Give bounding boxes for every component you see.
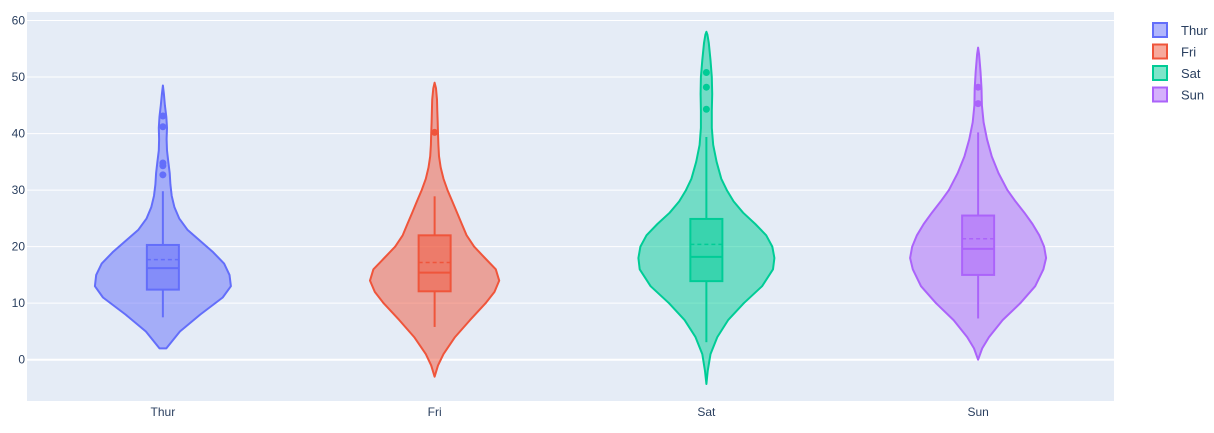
legend-swatch (1152, 65, 1168, 81)
legend-item-sun[interactable]: Sun (1152, 86, 1204, 103)
legend-item-fri[interactable]: Fri (1152, 43, 1196, 60)
legend-label: Thur (1181, 23, 1208, 38)
x-tick-label: Thur (151, 405, 176, 419)
legend-swatch (1152, 22, 1168, 38)
y-tick-label: 0 (18, 353, 25, 367)
outlier-point (702, 105, 710, 113)
outlier-point (159, 123, 167, 131)
y-axis-ticks: 0 10 20 30 40 50 60 (12, 13, 26, 366)
outlier-point (702, 68, 710, 76)
legend-swatch (1152, 86, 1168, 103)
violin-fri (369, 81, 501, 378)
outlier-point (159, 171, 167, 179)
box (689, 217, 724, 283)
x-tick-label: Sun (967, 405, 988, 419)
x-tick-label: Fri (428, 405, 442, 419)
x-axis-ticks: Thur Fri Sat Sun (151, 405, 989, 419)
y-tick-label: 40 (12, 127, 26, 141)
violin-sun (909, 46, 1048, 361)
legend-item-thur[interactable]: Thur (1152, 22, 1208, 38)
violin-thur (93, 84, 232, 350)
violin-sat (637, 30, 776, 385)
legend-item-sat[interactable]: Sat (1152, 65, 1201, 81)
y-tick-label: 10 (12, 296, 26, 310)
y-tick-label: 20 (12, 240, 26, 254)
box (417, 234, 452, 293)
outlier-point (974, 100, 982, 108)
y-tick-label: 60 (12, 13, 26, 27)
y-tick-label: 30 (12, 183, 26, 197)
outlier-point (702, 83, 710, 91)
legend: Thur Fri Sat Sun (1152, 22, 1208, 103)
x-tick-label: Sat (697, 405, 716, 419)
legend-label: Sun (1181, 88, 1204, 103)
box (961, 214, 996, 276)
outlier-point (159, 159, 167, 167)
violins (93, 30, 1048, 385)
legend-label: Fri (1181, 45, 1196, 60)
outlier-point (159, 112, 167, 120)
legend-label: Sat (1181, 66, 1201, 81)
y-tick-label: 50 (12, 70, 26, 84)
legend-swatch (1152, 43, 1168, 60)
outlier-point (974, 83, 982, 91)
outlier-point (431, 128, 439, 136)
